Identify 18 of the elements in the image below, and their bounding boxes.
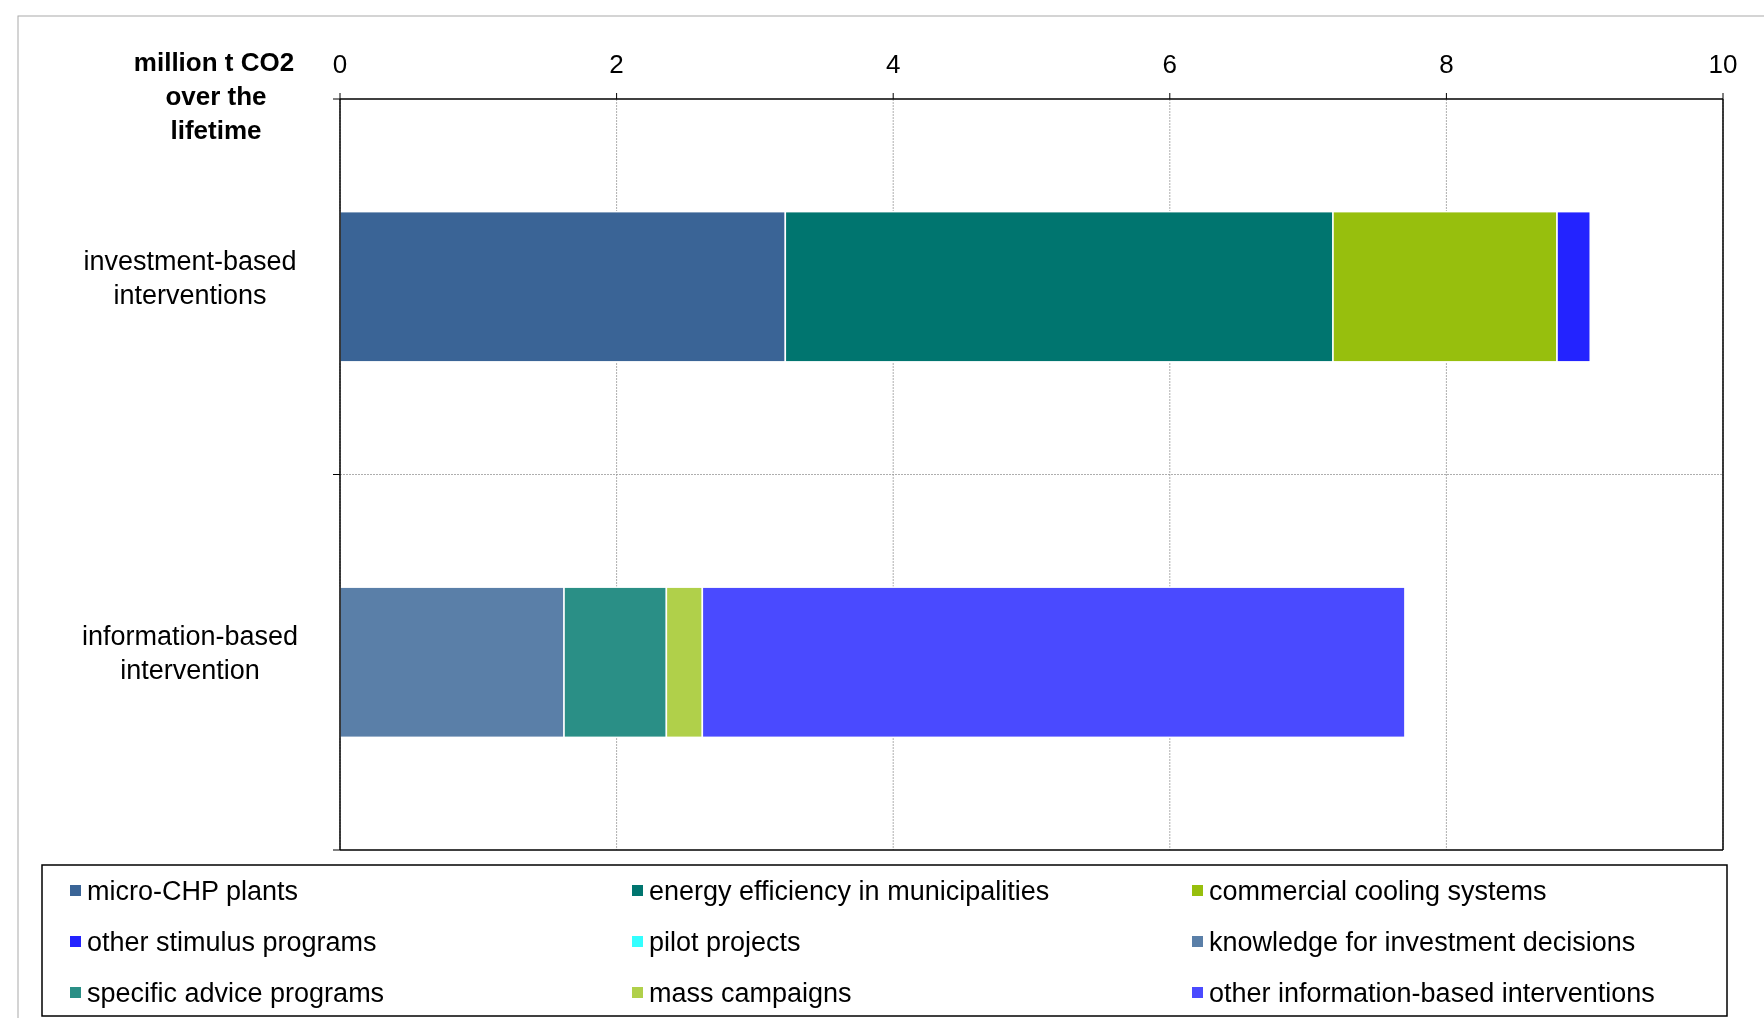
x-tick-label: 0	[332, 49, 348, 79]
x-tick-label: 10	[1708, 49, 1738, 79]
legend-label: other stimulus programs	[87, 927, 377, 957]
x-tick-label: 2	[609, 49, 624, 79]
legend-label: other information-based interventions	[1209, 978, 1655, 1008]
legend-label: micro-CHP plants	[87, 876, 299, 906]
legend-label: pilot projects	[649, 927, 801, 957]
legend-label: commercial cooling systems	[1209, 876, 1547, 906]
y-tick-label: information-based intervention	[81, 621, 299, 686]
legend-label: specific advice programs	[87, 978, 385, 1008]
legend-label: knowledge for investment decisions	[1209, 927, 1636, 957]
y-tick-label: investment-based interventions	[83, 245, 297, 310]
legend-label: mass campaigns	[649, 978, 852, 1008]
x-tick-label: 6	[1162, 49, 1178, 79]
legend-label: energy efficiency in municipalities	[649, 876, 1050, 906]
x-tick-label: 4	[885, 49, 901, 79]
x-tick-label: 8	[1439, 49, 1454, 79]
y-axis-title: million t CO2 over the lifetime	[133, 47, 295, 145]
